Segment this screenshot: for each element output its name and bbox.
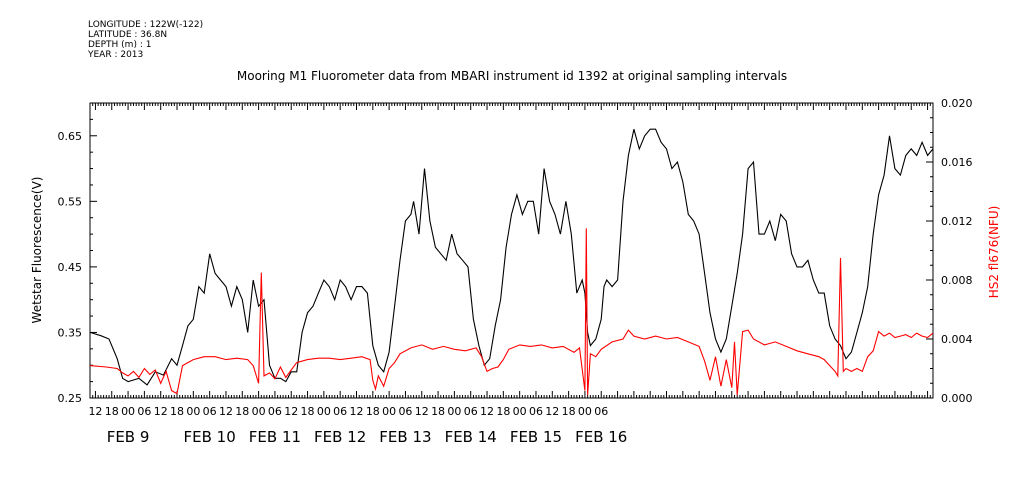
- hour-tick-label: 06: [398, 405, 412, 418]
- depth-label: DEPTH (m) : 1: [88, 40, 152, 50]
- hour-tick-label: 06: [464, 405, 478, 418]
- day-label: FEB 15: [510, 428, 562, 446]
- right-axis-labels: 0.000 0.004 0.008 0.012 0.016 0.020: [941, 97, 973, 405]
- hour-tick-label: 00: [513, 405, 527, 418]
- x-axis-labels: 12 18 00 06 12 18 00 06 12 18 00 06 12 18 00 06 12 18 00 06…: [88, 405, 627, 446]
- hour-tick-label: 00: [252, 405, 266, 418]
- hour-tick-label: 18: [235, 405, 249, 418]
- hour-tick-label: 06: [203, 405, 217, 418]
- axis-ticks: [89, 102, 934, 399]
- hour-tick-label: 18: [105, 405, 119, 418]
- left-tick-label: 0.35: [58, 326, 83, 339]
- hour-tick-label: 18: [170, 405, 184, 418]
- right-tick-label: 0.004: [941, 333, 973, 346]
- hour-tick-label: 18: [431, 405, 445, 418]
- day-label: FEB 13: [379, 428, 431, 446]
- day-label: FEB 14: [445, 428, 497, 446]
- day-label: FEB 16: [575, 428, 627, 446]
- left-tick-label: 0.65: [58, 130, 83, 143]
- hour-tick-label: 00: [447, 405, 461, 418]
- left-axis-labels: 0.25 0.35 0.45 0.55 0.65: [58, 130, 83, 405]
- left-tick-label: 0.45: [58, 261, 83, 274]
- series-lines: [89, 128, 934, 396]
- hour-tick-label: 00: [382, 405, 396, 418]
- hour-tick-label: 18: [496, 405, 510, 418]
- day-label: FEB 11: [249, 428, 301, 446]
- chart-title: Mooring M1 Fluorometer data from MBARI i…: [237, 69, 787, 83]
- right-tick-label: 0.016: [941, 156, 973, 169]
- right-tick-label: 0.008: [941, 274, 973, 287]
- left-tick-label: 0.55: [58, 195, 83, 208]
- hour-tick-label: 06: [137, 405, 151, 418]
- latitude-label: LATITUDE : 36.8N: [88, 30, 168, 40]
- fluorescence-line: [89, 128, 934, 386]
- hour-tick-label: 12: [219, 405, 233, 418]
- metadata-block: LONGITUDE : 122W(-122) LATITUDE : 36.8N …: [88, 20, 203, 60]
- hour-tick-label: 12: [284, 405, 298, 418]
- hour-tick-label: 00: [578, 405, 592, 418]
- hour-tick-label: 18: [301, 405, 315, 418]
- hour-tick-label: 18: [366, 405, 380, 418]
- right-tick-label: 0.000: [941, 392, 973, 405]
- hour-tick-label: 12: [545, 405, 559, 418]
- fl676-line: [89, 228, 934, 396]
- day-label: FEB 9: [107, 428, 150, 446]
- hour-tick-label: 12: [154, 405, 168, 418]
- hour-tick-label: 00: [317, 405, 331, 418]
- hour-tick-label: 12: [349, 405, 363, 418]
- hour-tick-label: 06: [594, 405, 608, 418]
- right-axis-title: HS2 fl676(NFU): [987, 206, 1001, 299]
- right-tick-label: 0.012: [941, 215, 973, 228]
- left-axis-title: Wetstar Fluorescence(V): [30, 177, 44, 324]
- hour-tick-label: 06: [529, 405, 543, 418]
- hour-tick-label: 06: [268, 405, 282, 418]
- day-label: FEB 10: [184, 428, 236, 446]
- hour-tick-label: 12: [88, 405, 102, 418]
- hour-tick-label: 06: [333, 405, 347, 418]
- hour-tick-label: 12: [415, 405, 429, 418]
- hour-tick-label: 00: [186, 405, 200, 418]
- left-tick-label: 0.25: [58, 392, 83, 405]
- day-label: FEB 12: [314, 428, 366, 446]
- right-tick-label: 0.020: [941, 97, 973, 110]
- hour-tick-label: 00: [121, 405, 135, 418]
- hour-tick-label: 12: [480, 405, 494, 418]
- year-label: YEAR : 2013: [88, 50, 144, 60]
- longitude-label: LONGITUDE : 122W(-122): [88, 20, 204, 30]
- hour-tick-label: 18: [562, 405, 576, 418]
